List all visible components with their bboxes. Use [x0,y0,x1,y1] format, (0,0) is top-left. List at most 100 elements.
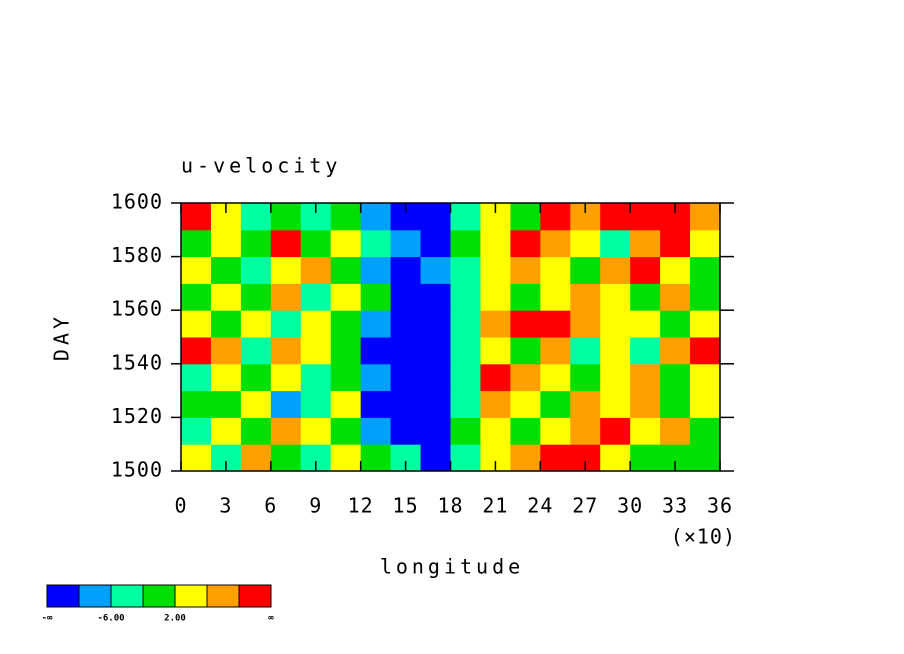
field-cell [690,256,721,284]
field-cell [181,283,212,311]
field-cell [480,310,511,338]
field-cell [420,310,451,338]
x-tick-label: 15 [393,494,419,518]
field-cell [330,444,362,472]
field-cell [540,390,571,418]
field-cell [240,390,272,418]
field-cell [420,203,451,231]
field-cell [690,283,721,311]
field-cell [330,337,362,365]
field-cell [210,256,242,284]
field-cell [480,283,511,311]
field-cell [270,256,302,284]
field-cell [240,444,272,472]
x-tick-label: 9 [309,494,322,518]
field-cell [181,229,212,258]
field-cell [690,203,721,231]
field-cell [300,310,332,338]
field-cell [690,229,721,258]
field-cell [660,417,691,445]
field-cell [300,337,332,365]
field-cell [690,417,721,445]
field-cell [540,337,571,365]
field-cell [330,256,362,284]
field-cell [240,310,272,338]
field-cell [181,310,212,338]
y-tick-label: 1520 [111,404,163,428]
field-cell [390,283,422,311]
field-cell [600,283,631,311]
field-cell [420,363,451,392]
field-cell [420,417,451,445]
field-cell [240,203,272,231]
field-cell [600,337,631,365]
field-cell [630,283,661,311]
field-cell [540,363,571,392]
field-cell [690,390,721,418]
field-cell [510,363,541,392]
field-cell [181,256,212,284]
field-cell [330,283,362,311]
field-cell [300,229,332,258]
x-tick-label: 3 [219,494,232,518]
colorbar-label: -∞ [42,614,53,624]
field-cell [510,310,541,338]
colorbar-box [238,584,272,608]
field-cell [360,337,392,365]
field-cell [270,229,302,258]
field-cell [450,310,481,338]
field-cell [240,283,272,311]
colorbar-box [142,584,176,608]
field-cell [330,203,362,231]
field-cell [450,337,481,365]
field-cell [570,229,601,258]
x-tick-label: 12 [348,494,374,518]
colorbar-label: -6.00 [97,614,124,624]
y-axis-label: DAY [50,313,74,361]
x-tick-label: 33 [662,494,688,518]
field-cell [210,310,242,338]
field-cell [360,256,392,284]
x-tick-label: 6 [264,494,277,518]
field-cell [300,417,332,445]
field-cell [390,256,422,284]
field-cell [510,283,541,311]
field-cell [480,337,511,365]
field-cell [690,337,721,365]
field-cell [600,363,631,392]
field-cell [630,256,661,284]
field-cell [480,363,511,392]
field-cell [570,390,601,418]
field-cell [240,417,272,445]
field-cell [181,444,212,472]
field-cell [480,417,511,445]
field-cell [360,229,392,258]
field-cell [690,444,721,472]
field-cell [630,444,661,472]
field-cell [630,417,661,445]
field-cell [510,390,541,418]
field-cell [330,229,362,258]
field-cell [600,256,631,284]
field-cell [420,283,451,311]
x-tick-label: 21 [482,494,508,518]
y-tick-label: 1580 [111,243,163,267]
colorbar-label: ∞ [268,614,274,624]
field-cell [600,444,631,472]
field-cell [570,417,601,445]
field-cell [390,417,422,445]
field-cell [630,337,661,365]
field-cell [181,363,212,392]
field-cell [450,229,481,258]
field-cell [600,390,631,418]
field-cell [210,337,242,365]
field-cell [570,363,601,392]
y-tick-label: 1500 [111,458,163,482]
colorbar-box [174,584,208,608]
x-tick-label: 27 [572,494,598,518]
field-cell [300,283,332,311]
field-cell [181,337,212,365]
field-cell [510,417,541,445]
field-cell [660,390,691,418]
